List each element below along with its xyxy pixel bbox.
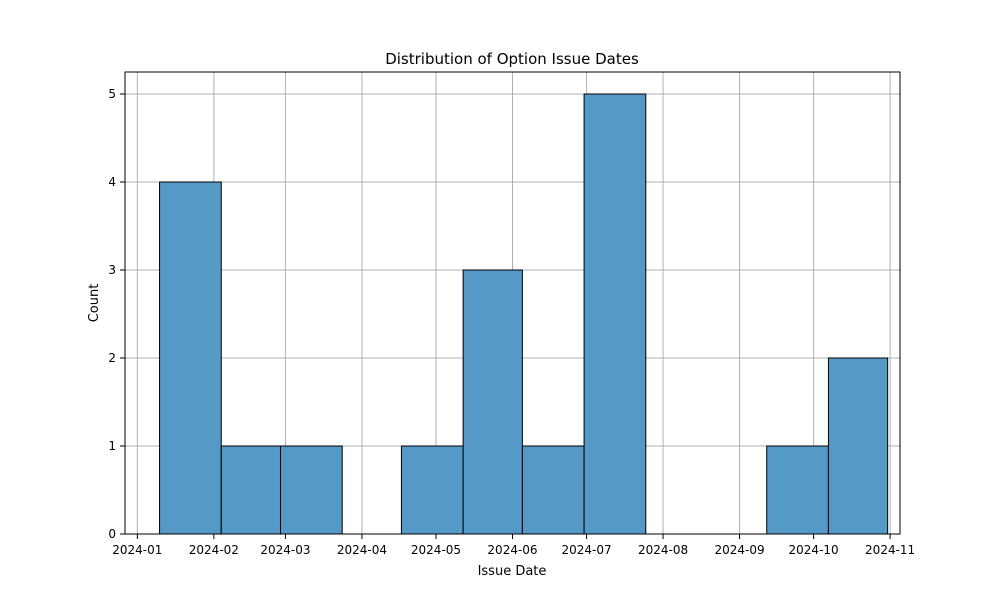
y-tick-label: 5: [108, 87, 116, 101]
x-tick-label: 2024-06: [487, 543, 537, 557]
y-tick-label: 1: [108, 439, 116, 453]
x-tick-label: 2024-08: [638, 543, 688, 557]
x-tick-label: 2024-02: [189, 543, 239, 557]
x-tick-label: 2024-07: [561, 543, 611, 557]
histogram-bar: [827, 357, 889, 535]
histogram-bar: [220, 445, 281, 535]
y-tick-label: 4: [108, 175, 116, 189]
x-tick-label: 2024-01: [112, 543, 162, 557]
x-tick-label: 2024-11: [865, 543, 915, 557]
bars: [159, 93, 889, 535]
y-tick-label: 3: [108, 263, 116, 277]
histogram-bar: [279, 445, 343, 535]
chart-title: Distribution of Option Issue Dates: [385, 50, 639, 68]
histogram-bar: [583, 93, 647, 535]
y-tick-label: 2: [108, 351, 116, 365]
x-tick-label: 2024-05: [411, 543, 461, 557]
histogram-bar: [521, 445, 585, 535]
histogram-bar: [462, 269, 523, 535]
histogram-bar: [400, 445, 464, 535]
ticks: 2024-01 2024-02 2024-03 2024-04 2024-05 2024-…: [108, 87, 915, 557]
x-axis-label: Issue Date: [478, 564, 547, 579]
x-tick-label: 2024-04: [337, 543, 387, 557]
x-tick-label: 2024-10: [789, 543, 839, 557]
histogram-bar: [159, 181, 222, 535]
x-tick-label: 2024-09: [714, 543, 764, 557]
x-tick-label: 2024-03: [260, 543, 310, 557]
y-axis-label: Count: [87, 284, 102, 323]
histogram-bar: [766, 445, 829, 535]
y-tick-label: 0: [108, 527, 116, 541]
